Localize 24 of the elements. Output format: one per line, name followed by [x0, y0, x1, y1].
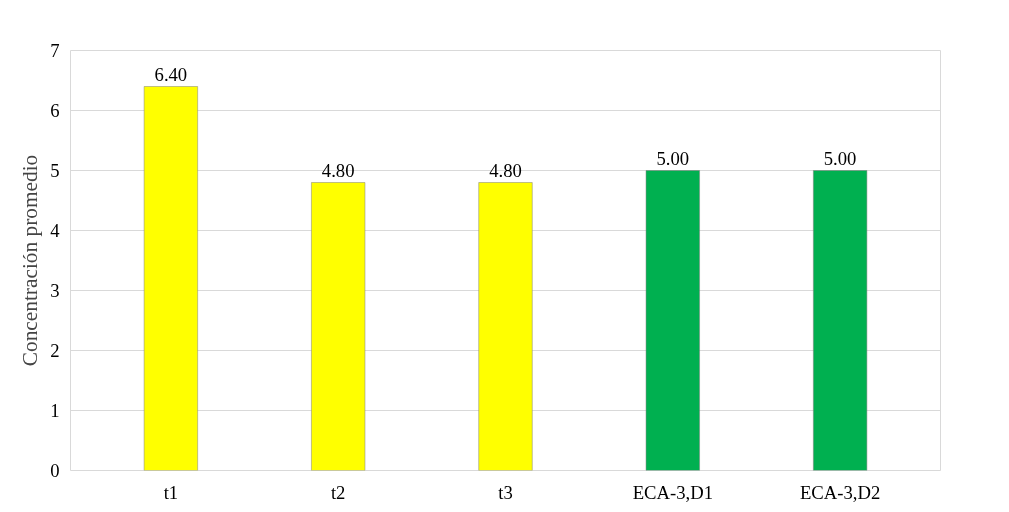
data-label: 6.40 [154, 63, 188, 85]
data-label: 5.00 [823, 147, 857, 169]
x-tick-label: ECA-3,D2 [799, 481, 881, 503]
y-tick-label: 2 [50, 340, 60, 361]
y-axis-title: Concentración promedio [18, 154, 43, 367]
y-tick-label: 0 [50, 460, 60, 481]
x-tick-label: t3 [498, 481, 513, 503]
y-tick-label: 4 [50, 220, 61, 241]
y-tick-label: 1 [50, 400, 60, 421]
bar [813, 170, 868, 471]
x-tick-label: t2 [330, 481, 346, 503]
data-label: 4.80 [321, 159, 355, 181]
bar [645, 170, 700, 471]
y-tick-label: 3 [50, 280, 60, 301]
y-tick-label: 6 [50, 100, 60, 121]
y-tick-label: 7 [50, 40, 60, 61]
bar [478, 182, 533, 471]
y-tick-label: 5 [50, 160, 60, 181]
data-label: 4.80 [489, 159, 522, 181]
x-tick-label: t1 [163, 481, 179, 503]
bar [311, 182, 366, 471]
data-label: 5.00 [656, 147, 690, 169]
x-tick-label: ECA-3,D1 [632, 481, 713, 503]
bar [143, 86, 198, 471]
